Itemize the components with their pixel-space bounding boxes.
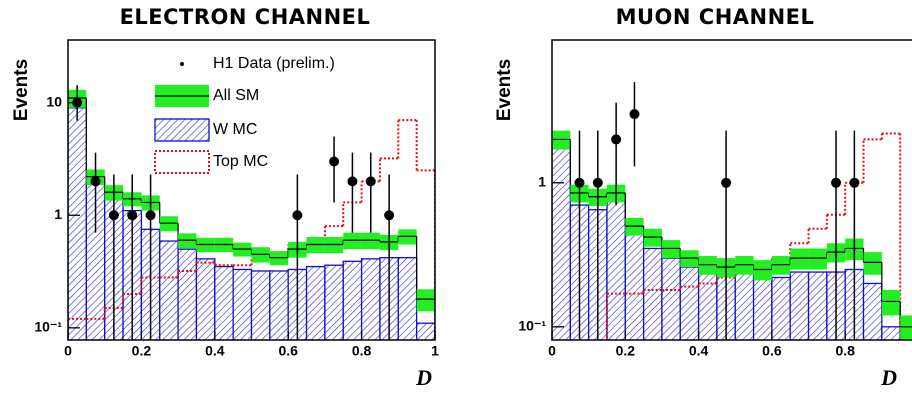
w-mc-bin	[697, 268, 718, 340]
y-axis-label: Events	[494, 59, 515, 121]
data-point	[384, 210, 395, 221]
data-point	[592, 177, 603, 188]
data-point	[347, 176, 358, 187]
legend-label: W MC	[213, 121, 257, 138]
sm-error-band	[416, 289, 435, 312]
y-tick-label: 1	[54, 206, 62, 222]
data-point	[574, 177, 585, 188]
w-mc-bin	[752, 276, 773, 340]
w-mc-bin	[807, 271, 828, 340]
sm-error-band	[808, 248, 827, 270]
panel: ELECTRON CHANNEL Events D 0 0.2 0.4 0.6 0.8 1 10⁻…	[11, 5, 439, 390]
legend-symbol	[154, 150, 210, 174]
data-point	[721, 177, 732, 188]
sm-error-band	[881, 290, 901, 316]
sm-error-band	[790, 248, 809, 270]
w-mc-bin	[68, 107, 88, 340]
sm-error-band	[900, 315, 912, 340]
y-tick-label: 10⁻¹	[34, 319, 62, 335]
x-tick-label: 0.4	[689, 343, 709, 359]
plot-area	[68, 85, 435, 340]
x-tick-label: 0	[548, 343, 556, 359]
x-tick-label: 0.2	[616, 343, 636, 359]
legend-label: Top MC	[213, 153, 268, 170]
w-mc-bin	[606, 200, 626, 340]
data-point	[108, 210, 119, 221]
chart-title: MUON CHANNEL	[616, 5, 815, 29]
data-point	[611, 134, 622, 145]
chart-title: ELECTRON CHANNEL	[120, 5, 371, 29]
data-point	[145, 210, 156, 221]
sm-error-band	[863, 252, 882, 275]
w-mc-bin	[862, 282, 883, 340]
w-mc-bin	[771, 276, 791, 340]
w-mc-bin	[397, 257, 418, 340]
x-tick-label: 0.8	[835, 343, 855, 359]
sm-error-band	[552, 130, 571, 150]
w-mc-bin	[269, 270, 289, 340]
sm-error-band	[661, 240, 681, 259]
w-mc-bin	[552, 145, 571, 340]
y-tick-label: 1	[538, 173, 546, 189]
data-point	[329, 156, 340, 167]
w-mc-bin	[642, 247, 663, 340]
x-axis-label: D	[415, 365, 432, 390]
w-mc-bin	[305, 265, 326, 340]
w-mc-bin	[342, 260, 363, 340]
legend-label: H1 Data (prelim.)	[213, 55, 335, 72]
data-point	[629, 109, 640, 120]
w-mc-bin	[734, 268, 755, 340]
plot-area	[552, 82, 912, 340]
w-mc-bin	[624, 232, 645, 340]
w-mc-bin	[789, 271, 810, 340]
x-tick-label: 0	[64, 343, 72, 359]
w-mc-bin	[679, 266, 700, 340]
w-mc-bin	[661, 257, 681, 340]
x-tick-label: 0.2	[132, 343, 152, 359]
data-point	[831, 177, 842, 188]
sm-error-band	[306, 237, 325, 254]
sm-error-band	[324, 237, 344, 254]
sm-error-band	[643, 228, 662, 247]
legend-symbol	[180, 62, 184, 66]
y-axis-label: Events	[11, 59, 32, 121]
y-tick-label: 10	[46, 93, 62, 109]
data-point	[365, 176, 376, 187]
sm-error-band	[698, 256, 717, 275]
w-mc-bin	[324, 264, 344, 340]
w-mc-bin	[232, 268, 253, 340]
data-point	[292, 210, 303, 221]
panel: MUON CHANNEL Events D 0 0.2 0.4 0.6 0.8 10⁻¹ 1	[494, 5, 912, 390]
sm-error-band	[625, 217, 644, 236]
w-mc-bin	[250, 270, 271, 340]
w-mc-bin	[415, 322, 435, 340]
x-axis-label: D	[880, 365, 897, 390]
w-mc-bin	[177, 248, 198, 340]
plot-frame	[551, 39, 912, 341]
w-mc-bin	[214, 265, 234, 340]
legend-label: All SM	[213, 87, 259, 104]
sm-error-band	[343, 232, 362, 250]
w-mc-bin	[195, 258, 216, 340]
x-tick-label: 0.4	[205, 343, 225, 359]
y-tick-label: 10⁻¹	[518, 318, 546, 334]
w-mc-bin	[360, 258, 381, 340]
sm-error-band	[735, 256, 754, 275]
sm-error-band	[361, 232, 380, 250]
x-tick-label: 0.6	[278, 343, 298, 359]
data-point	[127, 210, 138, 221]
sm-error-band	[753, 260, 772, 281]
data-point	[90, 176, 101, 187]
x-tick-label: 0.8	[352, 343, 372, 359]
sm-error-band	[771, 256, 791, 275]
x-tick-label: 1	[431, 343, 439, 359]
w-mc-bin	[159, 240, 179, 340]
legend-symbol	[154, 118, 210, 142]
plot-frame	[67, 39, 436, 341]
data-point	[849, 177, 860, 188]
x-tick-label: 0.6	[762, 343, 782, 359]
